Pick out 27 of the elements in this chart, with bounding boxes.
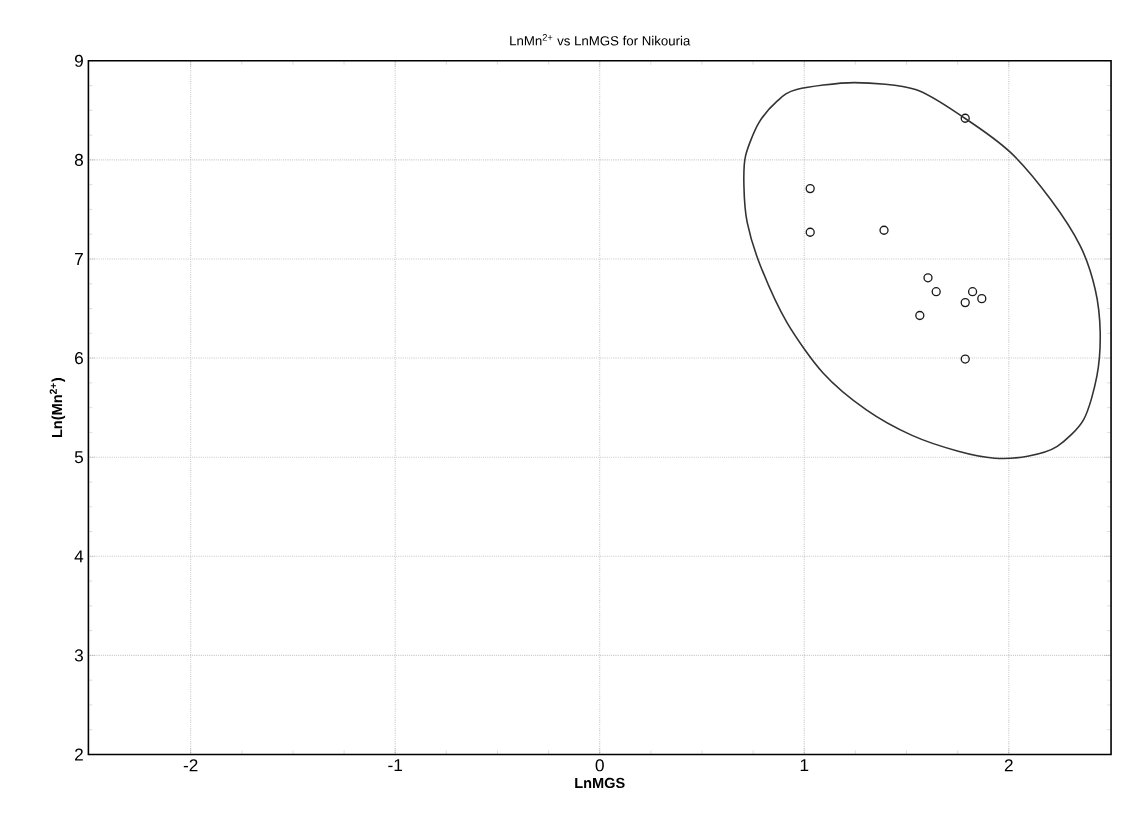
point (805, 183, 815, 194)
y-tick-label: 7 (75, 252, 83, 265)
x-axis-title: LnMGS (575, 777, 625, 788)
y-tick-label: 9 (74, 54, 83, 67)
y-tick-label: 5 (74, 451, 83, 464)
x-tick-label: 2 (1004, 759, 1013, 772)
x-tick-label: 0 (595, 759, 604, 772)
point (977, 293, 987, 304)
y-tick-label: 8 (74, 153, 83, 166)
point (931, 286, 941, 297)
y-tick-label: 6 (75, 351, 83, 365)
y-axis-title: Ln(Mn$^{2+}$) (49, 377, 66, 437)
point (960, 113, 970, 123)
point (967, 286, 978, 297)
x-tick-label: 1 (800, 759, 809, 771)
point (879, 225, 889, 235)
point (960, 297, 970, 308)
point (923, 273, 933, 283)
x-tick-label: -1 (388, 759, 403, 771)
chart-title: LnMn$^{2+}$ vs LnMGS for Nikouria (510, 33, 691, 46)
y-tick-label: 3 (74, 649, 83, 662)
x-tick-label: -2 (183, 759, 198, 772)
point (915, 310, 925, 320)
y-tick-label: 4 (74, 550, 84, 563)
point (805, 227, 815, 237)
point (960, 354, 970, 364)
y-tick-label: 2 (75, 748, 83, 761)
